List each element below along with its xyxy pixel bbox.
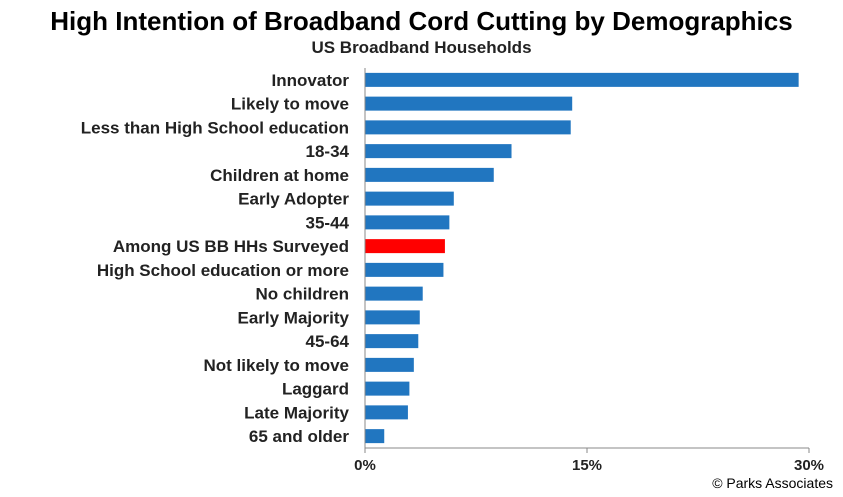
bar-no-children xyxy=(365,286,423,301)
bar-children-at-home xyxy=(365,167,494,182)
category-label: Innovator xyxy=(272,71,350,90)
bar-65-and-older xyxy=(365,429,385,444)
chart-subtitle: US Broadband Households xyxy=(311,38,532,57)
bar-45-64 xyxy=(365,334,419,349)
bar-early-adopter xyxy=(365,191,454,206)
bar-laggard xyxy=(365,381,410,396)
bar-high-school-education-or-more xyxy=(365,262,444,277)
bar-not-likely-to-move xyxy=(365,357,414,372)
bar-late-majority xyxy=(365,405,408,420)
bar-likely-to-move xyxy=(365,96,573,111)
category-label: 65 and older xyxy=(249,427,350,446)
bar-35-44 xyxy=(365,215,450,230)
category-label: Likely to move xyxy=(231,95,349,114)
category-labels: Innovator Likely to move Less than High Sc… xyxy=(81,71,350,446)
x-axis-ticks: 0% 15% 30% xyxy=(354,448,824,474)
bar-among-us-bb-hhs-surveyed xyxy=(365,239,445,254)
category-label: 35-44 xyxy=(306,213,350,232)
bars xyxy=(365,72,799,444)
category-label: Not likely to move xyxy=(204,356,349,375)
bar-innovator xyxy=(365,72,799,87)
category-label: 18-34 xyxy=(306,142,350,161)
copyright-credit: © Parks Associates xyxy=(712,475,833,491)
category-label: Laggard xyxy=(282,380,349,399)
bar-early-majority xyxy=(365,310,420,325)
category-label: Children at home xyxy=(210,166,349,185)
category-label: No children xyxy=(255,285,349,304)
category-label: 45-64 xyxy=(306,332,350,351)
category-label: Early Adopter xyxy=(238,190,349,209)
chart-title: High Intention of Broadband Cord Cutting… xyxy=(50,6,793,36)
bar-18-34 xyxy=(365,144,512,159)
category-label: High School education or more xyxy=(97,261,349,280)
bar-less-than-high-school-education xyxy=(365,120,571,135)
category-label: Late Majority xyxy=(244,403,349,422)
x-tick-label: 15% xyxy=(572,457,602,474)
category-label: Early Majority xyxy=(238,308,350,327)
x-tick-label: 30% xyxy=(794,457,824,474)
x-tick-label: 0% xyxy=(354,457,376,474)
category-label: Less than High School education xyxy=(81,118,349,137)
category-label: Among US BB HHs Surveyed xyxy=(113,237,349,256)
